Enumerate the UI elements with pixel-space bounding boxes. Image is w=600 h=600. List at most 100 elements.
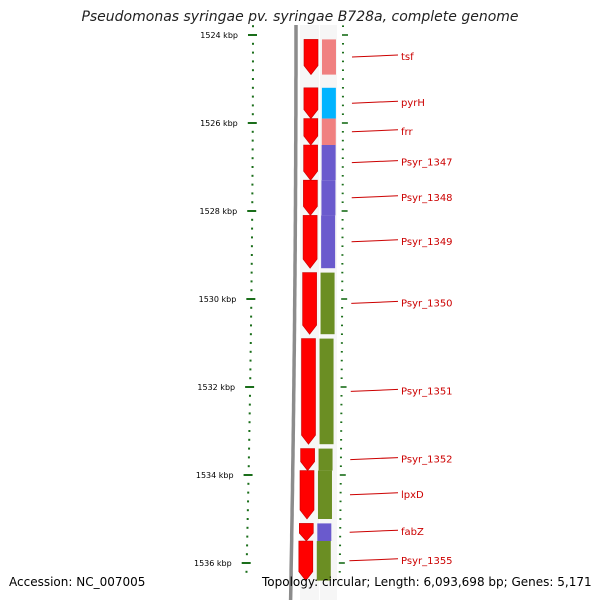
gene-label: lpxD: [401, 490, 424, 501]
label-leader: [351, 160, 399, 164]
ruler-minor-tick: [245, 553, 248, 556]
ruler-minor-tick: [251, 139, 254, 142]
ruler-minor-tick: [246, 509, 249, 512]
outer-tick: [339, 527, 342, 529]
ruler-minor-tick: [250, 306, 253, 309]
ruler-minor-tick: [250, 271, 253, 274]
ruler-minor-tick: [251, 192, 254, 195]
ruler-minor-tick: [251, 174, 254, 177]
outer-tick: [341, 104, 344, 107]
outer-tick: [341, 166, 344, 168]
label-leader: [351, 54, 399, 58]
ruler-minor-tick: [250, 289, 253, 292]
gene-label: Psyr_1352: [401, 455, 453, 466]
outer-tick: [339, 491, 342, 494]
outer-tick: [340, 421, 343, 423]
topology-text: Topology: circular; Length: 6,093,698 bp…: [262, 575, 592, 589]
cds-arrow: [302, 215, 318, 269]
outer-tick: [340, 430, 343, 432]
outer-tick: [341, 148, 344, 151]
label-leader: [351, 100, 399, 104]
cog-block: [321, 145, 336, 181]
ruler-minor-tick: [248, 412, 251, 415]
outer-tick: [339, 465, 342, 467]
outer-tick: [339, 500, 342, 503]
outer-tick: [339, 509, 342, 511]
ruler-minor-tick: [249, 342, 252, 344]
ruler-minor-tick: [247, 465, 250, 468]
outer-tick: [338, 562, 345, 564]
cog-block: [321, 118, 336, 145]
cog-block: [318, 448, 333, 471]
ruler-label: 1528 kbp: [200, 207, 238, 216]
outer-tick: [341, 139, 344, 142]
outer-tick: [341, 236, 344, 239]
ruler-minor-tick: [249, 350, 252, 353]
outer-tick: [341, 324, 344, 327]
outer-tick: [338, 571, 341, 573]
ruler-minor-tick: [250, 236, 253, 239]
ruler-minor-tick: [251, 166, 254, 168]
outer-tick: [341, 95, 344, 98]
cog-block: [321, 39, 336, 75]
ruler-label: 1524 kbp: [200, 31, 238, 40]
label-layer: tsf pyrH frr Psyr_1347 Psyr_1348 Psyr_1349 Psy…: [349, 52, 453, 567]
ruler-minor-tick: [249, 368, 252, 371]
cog-block: [317, 470, 332, 519]
ruler-minor-tick: [251, 78, 254, 80]
ruler-major-tick: [245, 386, 255, 388]
ruler-label: 1532 kbp: [197, 383, 235, 392]
ruler-major-tick: [243, 474, 253, 476]
ruler-minor-tick: [251, 69, 254, 72]
ruler-label: 1530 kbp: [199, 295, 237, 304]
ruler-minor-tick: [250, 280, 253, 283]
outer-tick: [341, 175, 344, 177]
gene-label: tsf: [401, 52, 414, 63]
ruler-major-tick: [247, 210, 257, 212]
label-leader: [350, 388, 399, 392]
outer-tick: [340, 386, 347, 388]
outer-tick: [341, 298, 348, 300]
outer-tick: [341, 113, 344, 115]
cds-arrow: [299, 470, 315, 520]
ruler-minor-tick: [246, 544, 249, 547]
ruler-minor-tick: [251, 183, 254, 186]
label-leader: [349, 558, 399, 562]
ruler-minor-tick: [251, 218, 254, 221]
ruler-minor-tick: [246, 535, 249, 538]
ruler-minor-tick: [248, 421, 251, 424]
cds-arrow: [298, 523, 314, 542]
ruler-major-tick: [247, 34, 257, 36]
cds-arrow: [301, 338, 316, 445]
gene-label: Psyr_1351: [401, 386, 453, 397]
outer-tick: [341, 87, 344, 89]
ruler-minor-tick: [250, 245, 253, 248]
cog-block: [321, 87, 336, 119]
ruler-label: 1536 kbp: [194, 559, 232, 568]
gene-label: Psyr_1348: [401, 193, 453, 204]
ruler-minor-tick: [248, 430, 251, 432]
gene-label: Psyr_1350: [401, 298, 453, 309]
cds-arrow: [303, 39, 319, 76]
gene-label: Psyr_1347: [401, 158, 453, 169]
outer-tick: [340, 342, 343, 344]
ruler-minor-tick: [250, 324, 253, 327]
outer-tick: [341, 245, 344, 247]
outer-tick: [340, 447, 343, 450]
outer-tick: [341, 192, 344, 195]
ruler-minor-tick: [251, 130, 254, 133]
label-leader: [350, 457, 399, 461]
map-title: Pseudomonas syringae pv. syringae B728a,…: [81, 9, 519, 25]
ruler-minor-tick: [251, 113, 254, 116]
outer-tick: [341, 78, 344, 80]
ruler-minor-tick: [245, 570, 248, 573]
accession-text: Accession: NC_007005: [9, 575, 146, 589]
outer-tick: [340, 333, 343, 335]
ruler-layer: 1524 kbp 1526 kbp 1528 kbp 1530 kbp 1532 kbp…: [194, 25, 348, 573]
label-leader: [351, 300, 399, 304]
outer-tick: [341, 69, 344, 71]
outer-tick: [341, 254, 344, 256]
outer-tick: [338, 553, 341, 555]
outer-tick: [341, 60, 344, 63]
